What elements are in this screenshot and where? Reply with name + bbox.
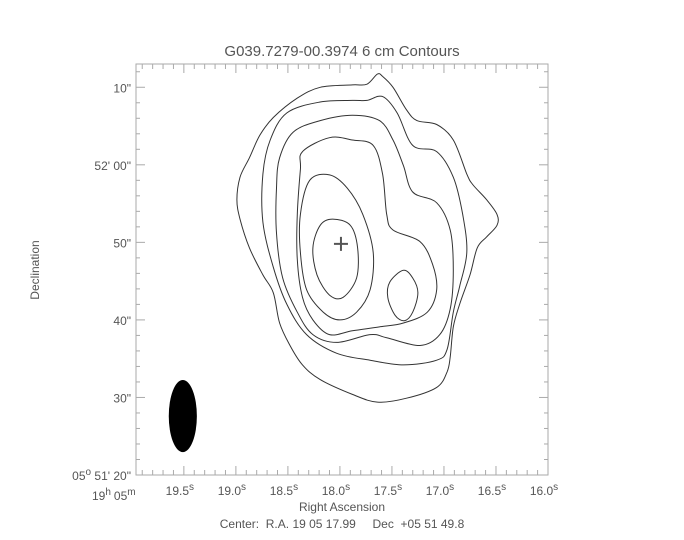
x-tick-label: 17.0s — [426, 482, 454, 498]
center-coordinates-footer: Center: R.A. 19 05 17.99 Dec +05 51 49.8 — [220, 517, 465, 531]
y-tick-label-rest: 51' 20" — [91, 469, 131, 483]
beam-ellipse — [168, 380, 197, 453]
contour-level-3 — [275, 114, 454, 347]
x-axis-label: Right Ascension — [299, 500, 385, 514]
x-tick-label-unit: s — [449, 482, 454, 493]
y-tick-label: 50" — [113, 236, 131, 250]
contour-level-7 — [386, 269, 419, 322]
plot-frame — [135, 63, 549, 476]
x-tick-label-unit: s — [397, 482, 402, 493]
x-tick-label-unit: s — [241, 482, 246, 493]
y-tick-label: 52' 00" — [94, 159, 131, 173]
peak-plus-icon — [333, 236, 348, 251]
y-axis-label: Declination — [28, 240, 42, 299]
y-tick-label: 40" — [113, 314, 131, 328]
x-tick-label: 16.5s — [478, 482, 506, 498]
contour-level-2 — [261, 95, 468, 366]
degree-sup: o — [86, 467, 92, 478]
minute-sup: m — [127, 487, 135, 498]
y-tick-label: 10" — [113, 81, 131, 95]
x-tick-label: 16.0s — [530, 482, 558, 498]
hour-sup: h — [105, 487, 111, 498]
chart-title: G039.7279-00.3974 6 cm Contours — [224, 43, 459, 60]
y-tick-label: 30" — [113, 391, 131, 405]
x-tick-label: 19.5s — [166, 482, 194, 498]
x-tick-label: 17.5s — [374, 482, 402, 498]
contour-level-6 — [312, 218, 359, 300]
y-tick-label: 05o 51' 20" — [72, 467, 131, 483]
x-tick-label-unit: s — [501, 482, 506, 493]
x-tick-label: 18.0s — [322, 482, 350, 498]
contours — [236, 73, 499, 403]
x-tick-label: 19.0s — [218, 482, 246, 498]
minute-value: 05 — [114, 489, 128, 503]
x-tick-label-unit: s — [553, 482, 558, 493]
x-origin-label: 19h 05m — [92, 487, 136, 503]
x-tick-label-unit: s — [189, 482, 194, 493]
contour-level-1 — [236, 73, 499, 403]
contour-level-5 — [298, 173, 375, 321]
x-tick-label-unit: s — [293, 482, 298, 493]
x-tick-label-unit: s — [345, 482, 350, 493]
contour-level-4 — [296, 136, 438, 336]
axes: 19.5s 19.0s 18.5s 18.0s 17.5s 17.0s 16.5s 16.0s… — [72, 63, 558, 503]
markers — [168, 236, 348, 453]
x-tick-label: 18.5s — [270, 482, 298, 498]
